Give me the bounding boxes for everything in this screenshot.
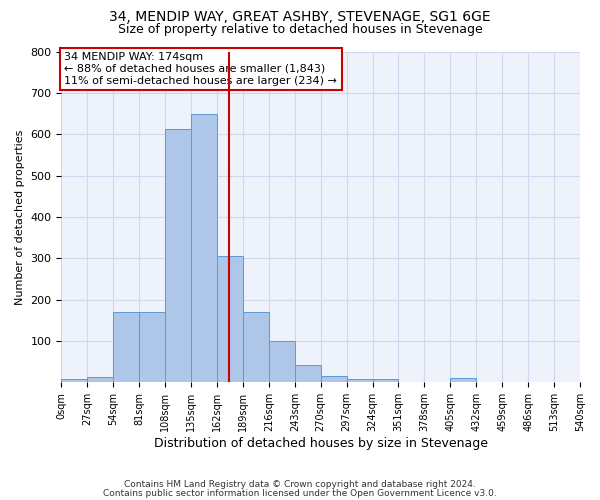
X-axis label: Distribution of detached houses by size in Stevenage: Distribution of detached houses by size … [154, 437, 488, 450]
Bar [165, 129, 191, 382]
Y-axis label: Number of detached properties: Number of detached properties [15, 129, 25, 304]
Bar [61, 379, 88, 382]
Bar [88, 378, 113, 382]
Bar [217, 256, 243, 382]
Bar [347, 379, 373, 382]
Bar [321, 376, 347, 382]
Bar [373, 379, 398, 382]
Bar [295, 365, 321, 382]
Bar [191, 114, 217, 382]
Text: Contains public sector information licensed under the Open Government Licence v3: Contains public sector information licen… [103, 488, 497, 498]
Bar [451, 378, 476, 382]
Text: 34, MENDIP WAY, GREAT ASHBY, STEVENAGE, SG1 6GE: 34, MENDIP WAY, GREAT ASHBY, STEVENAGE, … [109, 10, 491, 24]
Bar [243, 312, 269, 382]
Bar [139, 312, 165, 382]
Text: Size of property relative to detached houses in Stevenage: Size of property relative to detached ho… [118, 22, 482, 36]
Text: Contains HM Land Registry data © Crown copyright and database right 2024.: Contains HM Land Registry data © Crown c… [124, 480, 476, 489]
Text: 34 MENDIP WAY: 174sqm
← 88% of detached houses are smaller (1,843)
11% of semi-d: 34 MENDIP WAY: 174sqm ← 88% of detached … [64, 52, 337, 86]
Bar [269, 341, 295, 382]
Bar [113, 312, 139, 382]
